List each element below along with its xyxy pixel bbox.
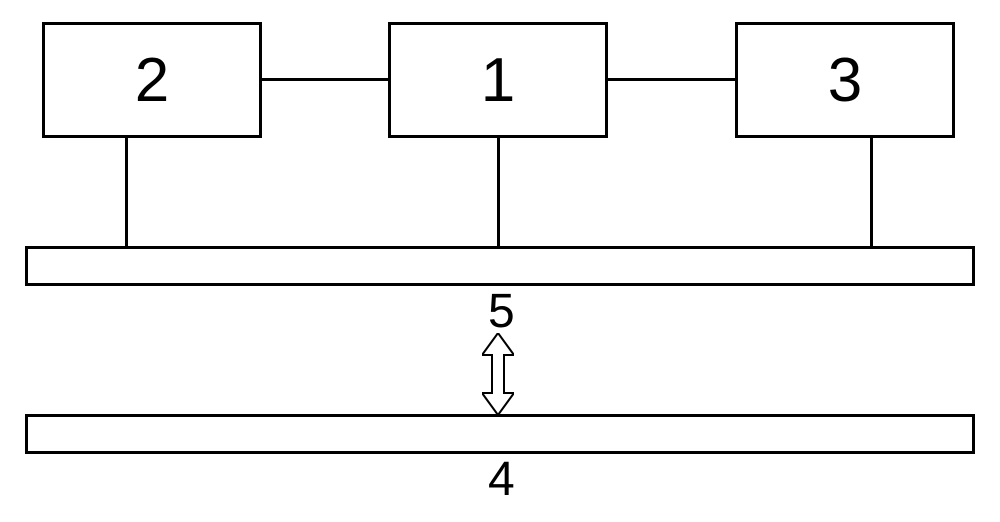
edge-1-to-3 xyxy=(608,78,735,81)
edge-2-to-1 xyxy=(262,78,388,81)
node-box-3: 3 xyxy=(735,22,955,138)
node-label-5: 5 xyxy=(488,284,515,339)
node-label-1: 1 xyxy=(481,45,515,116)
edge-2-to-5 xyxy=(125,138,128,246)
node-label-4: 4 xyxy=(488,452,515,507)
node-box-1: 1 xyxy=(388,22,608,138)
node-label-3: 3 xyxy=(828,45,862,116)
edge-3-to-5 xyxy=(870,138,873,246)
node-bar-4 xyxy=(25,414,975,454)
node-box-2: 2 xyxy=(42,22,262,138)
double-arrow-icon xyxy=(482,333,514,415)
node-label-2: 2 xyxy=(135,45,169,116)
edge-1-to-5 xyxy=(497,138,500,246)
node-bar-5 xyxy=(25,246,975,286)
